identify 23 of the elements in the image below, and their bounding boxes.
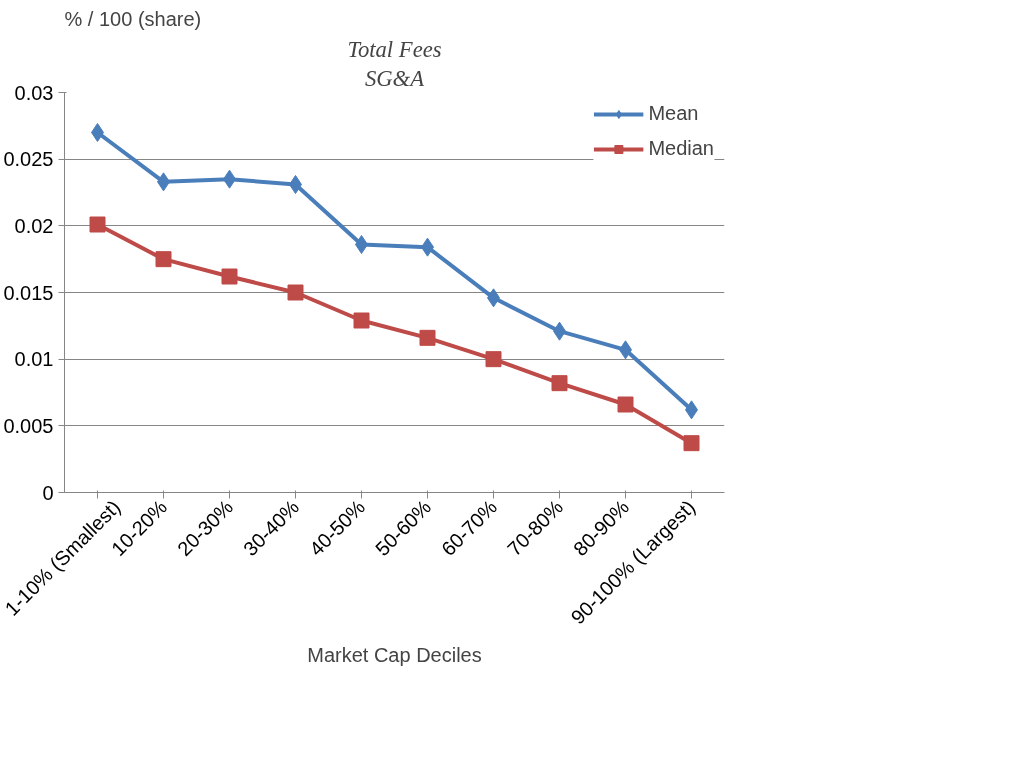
x-axis-title: Market Cap Deciles [307, 644, 482, 667]
chart-title: Total Fees [347, 36, 442, 62]
point [683, 435, 700, 452]
y-tick-label: 0.015 [3, 281, 54, 304]
point [419, 329, 436, 346]
y-tick-label: 0.02 [14, 214, 54, 237]
point [89, 216, 106, 233]
y-tick-label: 0.025 [3, 148, 54, 171]
point [551, 375, 568, 392]
legend-label: Mean [648, 102, 699, 125]
point [221, 268, 238, 285]
y-tick-label: 0.03 [14, 81, 54, 104]
y-tick-label: 0.01 [14, 348, 54, 371]
y-axis-title: % / 100 (share) [64, 7, 202, 30]
point [617, 396, 634, 413]
point [353, 312, 370, 329]
point [287, 284, 304, 301]
point [485, 351, 502, 368]
legend-label: Median [648, 137, 714, 160]
y-tick-label: 0.005 [3, 414, 54, 437]
y-tick-label: 0 [42, 481, 54, 504]
point [155, 251, 172, 268]
chart-subtitle: SG&A [364, 65, 425, 91]
